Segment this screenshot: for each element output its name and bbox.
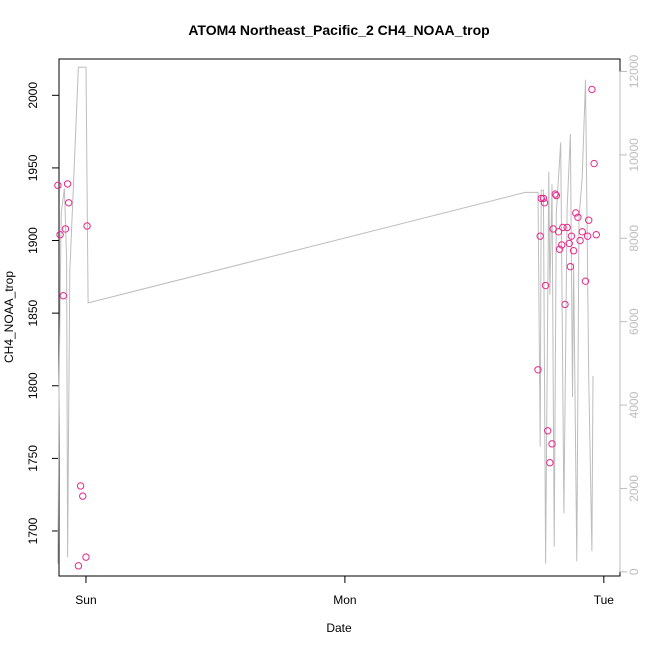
y-tick-label: 1750: [26, 445, 40, 472]
data-point: [536, 232, 544, 240]
primary-series-layer: [54, 85, 600, 570]
y2-tick-label: 6000: [627, 308, 641, 335]
data-point: [559, 223, 567, 232]
y-axis-right: 0 2000 4000 6000 8000 10000 12000: [619, 55, 641, 575]
data-point: [54, 181, 62, 190]
data-point: [578, 228, 586, 236]
x-tick-label: Tue: [594, 593, 615, 607]
y2-tick-label: 8000: [627, 225, 641, 252]
data-point: [551, 190, 559, 198]
data-point: [79, 492, 87, 500]
y-tick-label: 1700: [26, 517, 40, 544]
data-point: [572, 209, 580, 217]
x-tick-label: Sun: [75, 593, 96, 607]
data-point: [546, 459, 554, 467]
data-point: [576, 236, 584, 245]
y-tick-label: 1900: [26, 227, 40, 254]
data-point: [588, 85, 596, 94]
data-point: [59, 292, 68, 300]
series-line: [57, 66, 594, 564]
data-point: [83, 222, 91, 230]
data-point: [581, 277, 590, 285]
data-point: [539, 194, 548, 203]
y-axis-left: 1700 1750 1800 1850 1900 1950 2000: [26, 82, 60, 544]
data-point: [567, 232, 576, 240]
data-point: [563, 223, 571, 232]
y-tick-label: 2000: [26, 82, 40, 109]
secondary-series-layer: [57, 66, 594, 564]
data-point: [541, 281, 550, 290]
data-point: [565, 239, 573, 248]
data-point: [558, 241, 566, 249]
data-point: [566, 262, 575, 271]
data-point: [592, 231, 600, 239]
y2-tick-label: 10000: [627, 138, 641, 172]
x-axis-label: Date: [326, 621, 352, 635]
data-point: [76, 482, 85, 490]
y2-tick-label: 2000: [627, 475, 641, 502]
data-point: [583, 232, 592, 240]
y-axis-label: CH4_NOAA_trop: [2, 271, 16, 363]
x-tick-label: Mon: [333, 593, 356, 607]
data-point: [61, 225, 70, 233]
data-point: [569, 246, 578, 255]
y2-tick-label: 12000: [627, 55, 641, 89]
y2-tick-label: 4000: [627, 391, 641, 418]
chart-title: ATOM4 Northeast_Pacific_2 CH4_NOAA_trop: [188, 22, 489, 38]
data-point: [585, 216, 593, 224]
y-tick-label: 1850: [26, 299, 40, 326]
y2-tick-label: 0: [627, 568, 641, 575]
data-point: [534, 366, 542, 374]
data-point: [590, 159, 598, 168]
data-point: [74, 562, 83, 570]
data-point: [574, 213, 582, 221]
data-point: [561, 300, 569, 309]
data-point: [552, 191, 561, 200]
data-point: [554, 228, 563, 236]
y-tick-label: 1800: [26, 372, 40, 399]
data-point: [56, 231, 64, 239]
data-point: [82, 553, 90, 561]
data-point: [540, 199, 549, 207]
plot-frame: [58, 58, 621, 577]
data-point: [544, 427, 552, 435]
data-point: [63, 180, 72, 188]
y-tick-label: 1950: [26, 154, 40, 181]
data-point: [548, 440, 556, 448]
data-point: [65, 199, 73, 207]
x-axis: Sun Mon Tue: [75, 575, 615, 607]
data-point: [555, 245, 564, 253]
